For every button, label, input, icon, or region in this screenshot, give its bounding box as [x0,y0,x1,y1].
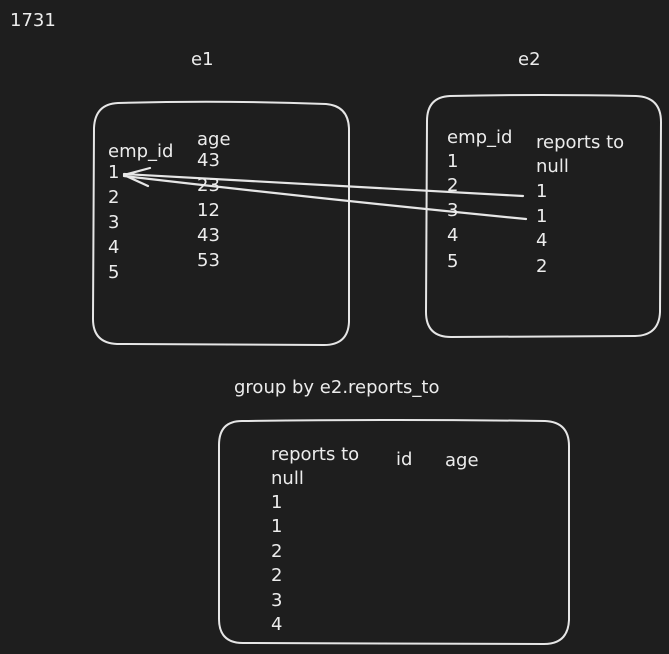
e2-title: e2 [518,49,541,70]
group-by-col-reports-to: reports to [271,444,360,465]
e2-col-reports-to: reports to [536,132,625,153]
e2-emp-id-cell: 5 [447,251,459,272]
e1-age-cell: 53 [197,250,220,271]
e1-emp-id-cell: 5 [108,262,120,283]
group-by-reports-to-cell: 2 [271,565,283,586]
e2-reports-to-cell: 1 [536,181,548,202]
e2-reports-to-cell: 1 [536,206,548,227]
arrow-reports-to-1-b [122,174,528,221]
e2-reports-to-cell: 4 [536,230,548,251]
e1-age-cell: 12 [197,200,220,221]
e2-emp-id-cell: 2 [447,175,459,196]
e2-emp-id-cell: 4 [447,225,459,246]
e1-age-cell: 43 [197,150,220,171]
e2-col-emp-id: emp_id [447,127,513,148]
e1-col-age: age [197,129,231,150]
e1-title: e1 [191,49,214,70]
e2-emp-id-cell: 1 [447,151,459,172]
e2-emp-id-cell: 3 [447,200,459,221]
group-by-reports-to-cell: 2 [271,541,283,562]
e2-reports-to-cell: 2 [536,256,548,277]
e1-emp-id-cell: 1 [108,162,120,183]
group-by-reports-to-cell: 3 [271,590,283,611]
group-by-reports-to-cell: 4 [271,614,283,635]
e2-reports-to-cell: null [536,156,569,177]
e1-age-cell: 23 [197,175,220,196]
e1-emp-id-cell: 2 [108,187,120,208]
header-label: 1731 [10,10,56,31]
group-by-col-age: age [445,450,479,471]
group-by-reports-to-cell: 1 [271,516,283,537]
arrowhead [122,166,152,188]
group-by-reports-to-cell: 1 [271,492,283,513]
e1-col-emp-id: emp_id [108,141,174,162]
group-by-reports-to-cell: null [271,468,304,489]
group-by-caption: group by e2.reports_to [234,377,440,398]
group-by-col-id: id [396,449,413,470]
e1-emp-id-cell: 4 [108,237,120,258]
arrow-reports-to-1-a [122,172,525,198]
e1-age-cell: 43 [197,225,220,246]
e1-emp-id-cell: 3 [108,212,120,233]
